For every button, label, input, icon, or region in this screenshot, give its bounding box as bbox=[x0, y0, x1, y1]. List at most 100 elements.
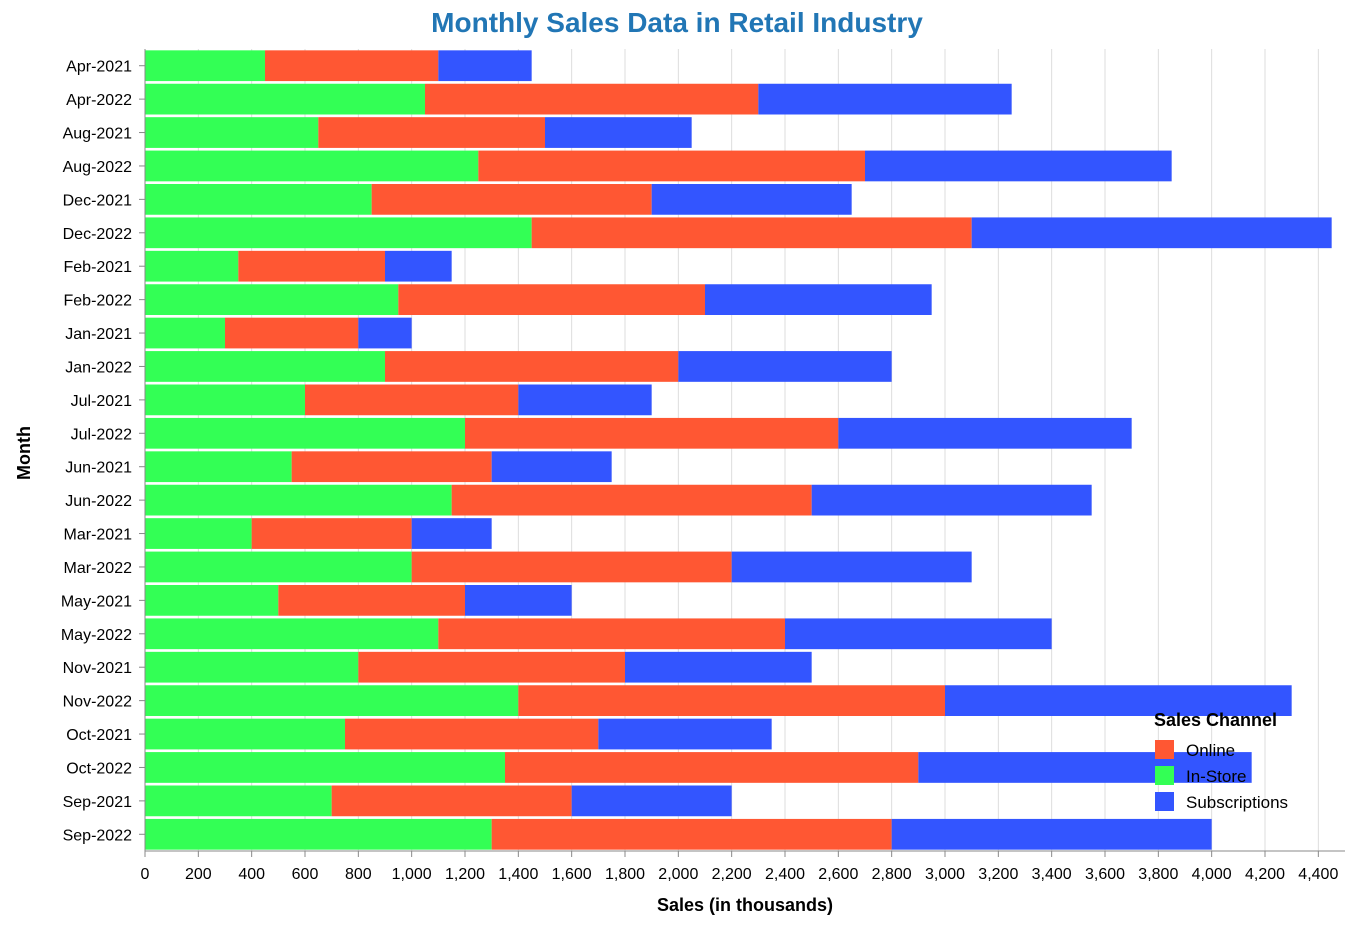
bar-in-store-may-2021 bbox=[145, 585, 279, 616]
x-tick-label: 400 bbox=[238, 866, 265, 883]
legend-entries: Online In-Store Subscriptions bbox=[1155, 740, 1288, 812]
y-tick-label: Oct-2022 bbox=[66, 760, 132, 777]
x-tick-label: 3,200 bbox=[978, 866, 1018, 883]
bar-online-mar-2021 bbox=[251, 518, 412, 549]
bar-subscriptions-oct-2022 bbox=[918, 752, 1252, 783]
bar-subscriptions-sep-2021 bbox=[571, 785, 732, 817]
bar-subscriptions-jul-2021 bbox=[518, 384, 652, 416]
bar-online-oct-2022 bbox=[505, 752, 919, 783]
bar-subscriptions-feb-2022 bbox=[705, 284, 932, 315]
bar-in-store-apr-2021 bbox=[145, 50, 265, 82]
axes: 0 200 400 600 800 1,000 1,200 1,400 1,600 1,800 2,… bbox=[61, 49, 1345, 883]
bar-online-apr-2022 bbox=[425, 83, 759, 115]
y-tick-label: Jun-2022 bbox=[65, 493, 132, 510]
x-tick-label: 200 bbox=[185, 866, 212, 883]
x-tick-label: 1,400 bbox=[498, 866, 538, 883]
bar-online-sep-2022 bbox=[491, 818, 892, 850]
x-tick-label: 2,200 bbox=[712, 866, 752, 883]
y-tick-label: Sep-2022 bbox=[63, 827, 132, 844]
bar-subscriptions-apr-2022 bbox=[758, 83, 1012, 115]
bar-in-store-may-2022 bbox=[145, 618, 439, 650]
bar-subscriptions-mar-2022 bbox=[731, 551, 972, 583]
bar-subscriptions-jan-2022 bbox=[678, 351, 892, 382]
bar-subscriptions-apr-2021 bbox=[438, 50, 532, 82]
bar-subscriptions-may-2022 bbox=[785, 618, 1052, 650]
y-tick-label: Jun-2021 bbox=[65, 460, 132, 477]
x-tick-label: 0 bbox=[141, 866, 150, 883]
bar-in-store-jul-2021 bbox=[145, 384, 305, 416]
bar-subscriptions-jul-2022 bbox=[838, 417, 1132, 449]
bar-online-feb-2022 bbox=[398, 284, 705, 315]
x-tick-label: 3,000 bbox=[925, 866, 965, 883]
y-tick-label: Apr-2021 bbox=[66, 59, 132, 76]
y-tick-label: Oct-2021 bbox=[66, 727, 132, 744]
bar-online-feb-2021 bbox=[238, 250, 385, 282]
bar-online-jan-2022 bbox=[385, 351, 679, 382]
bar-online-apr-2021 bbox=[265, 50, 439, 82]
bar-in-store-mar-2021 bbox=[145, 518, 252, 549]
bar-online-may-2021 bbox=[278, 585, 465, 616]
bar-in-store-nov-2021 bbox=[145, 651, 359, 683]
bar-online-nov-2022 bbox=[518, 685, 945, 716]
y-tick-label: Apr-2022 bbox=[66, 92, 132, 109]
bar-in-store-nov-2022 bbox=[145, 685, 519, 716]
legend-label: In-Store bbox=[1186, 767, 1246, 786]
y-tick-label: Aug-2021 bbox=[63, 126, 132, 143]
bar-online-oct-2021 bbox=[345, 718, 599, 750]
bar-in-store-mar-2022 bbox=[145, 551, 412, 583]
y-tick-label: Nov-2022 bbox=[63, 694, 132, 711]
bar-in-store-feb-2021 bbox=[145, 250, 239, 282]
bar-in-store-feb-2022 bbox=[145, 284, 399, 315]
bar-online-mar-2022 bbox=[411, 551, 732, 583]
y-tick-label: Mar-2021 bbox=[64, 527, 133, 544]
y-tick-label: May-2021 bbox=[61, 593, 132, 610]
bar-online-jan-2021 bbox=[225, 317, 359, 349]
x-tick-label: 3,400 bbox=[1032, 866, 1072, 883]
bar-in-store-oct-2022 bbox=[145, 752, 505, 783]
bar-in-store-jul-2022 bbox=[145, 417, 465, 449]
y-tick-label: Jul-2021 bbox=[71, 393, 132, 410]
bar-subscriptions-aug-2021 bbox=[545, 117, 692, 148]
x-tick-label: 4,200 bbox=[1245, 866, 1285, 883]
x-tick-label: 3,800 bbox=[1138, 866, 1178, 883]
bar-online-sep-2021 bbox=[331, 785, 572, 817]
bar-in-store-jun-2021 bbox=[145, 451, 292, 483]
x-tick-label: 2,600 bbox=[818, 866, 858, 883]
bar-in-store-jun-2022 bbox=[145, 484, 452, 516]
legend: Sales Channel Online In-Store Subscription… bbox=[1154, 710, 1288, 812]
bar-subscriptions-dec-2022 bbox=[971, 217, 1332, 249]
bar-in-store-apr-2022 bbox=[145, 83, 425, 115]
x-tick-label: 600 bbox=[292, 866, 319, 883]
bar-in-store-dec-2021 bbox=[145, 184, 372, 215]
bar-online-aug-2022 bbox=[478, 150, 865, 182]
bars bbox=[145, 50, 1332, 850]
legend-swatch-subscriptions bbox=[1155, 792, 1174, 811]
x-axis-title: Sales (in thousands) bbox=[657, 895, 833, 915]
y-tick-label: Dec-2021 bbox=[63, 192, 132, 209]
legend-title: Sales Channel bbox=[1154, 710, 1277, 730]
bar-subscriptions-aug-2022 bbox=[865, 150, 1172, 182]
x-tick-label: 4,400 bbox=[1298, 866, 1338, 883]
x-tick-label: 3,600 bbox=[1085, 866, 1125, 883]
y-tick-label: Nov-2021 bbox=[63, 660, 132, 677]
y-tick-label: Mar-2022 bbox=[64, 560, 133, 577]
bar-online-jul-2022 bbox=[465, 417, 839, 449]
x-tick-label: 1,200 bbox=[445, 866, 485, 883]
bar-online-may-2022 bbox=[438, 618, 785, 650]
x-tick-label: 2,800 bbox=[872, 866, 912, 883]
x-tick-label: 1,000 bbox=[392, 866, 432, 883]
legend-swatch-online bbox=[1155, 740, 1174, 759]
y-tick-label: Jul-2022 bbox=[71, 426, 132, 443]
x-tick-label: 2,400 bbox=[765, 866, 805, 883]
bar-subscriptions-dec-2021 bbox=[651, 184, 852, 215]
bar-subscriptions-mar-2021 bbox=[411, 518, 492, 549]
y-tick-label: Feb-2021 bbox=[64, 259, 133, 276]
y-tick-label: May-2022 bbox=[61, 627, 132, 644]
y-axis-title: Month bbox=[14, 426, 34, 480]
bar-subscriptions-may-2021 bbox=[465, 585, 572, 616]
bar-subscriptions-jan-2021 bbox=[358, 317, 412, 349]
bar-subscriptions-jun-2022 bbox=[811, 484, 1092, 516]
x-tick-label: 800 bbox=[345, 866, 372, 883]
